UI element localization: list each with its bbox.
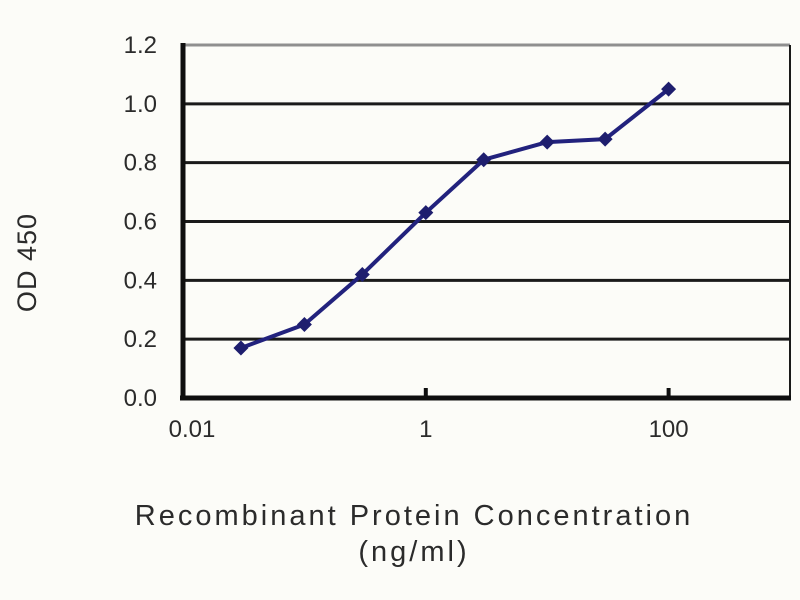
y-tick-label-0.0: 0.0 <box>124 385 157 412</box>
y-tick-label-0.8: 0.8 <box>124 150 157 177</box>
data-point-marker-100 <box>661 81 677 97</box>
x-tick-label-100: 100 <box>649 416 689 443</box>
y-tick-label-0.2: 0.2 <box>124 326 157 353</box>
y-tick-label-1.0: 1.0 <box>124 91 157 118</box>
y-tick-label-0.4: 0.4 <box>124 267 157 294</box>
x-axis-title: Recombinant Protein Concentration (ng/ml… <box>24 498 800 570</box>
y-axis-title-text: OD 450 <box>12 213 42 313</box>
data-point-marker-0.3 <box>354 266 370 282</box>
x-axis-title-line-1: Recombinant Protein Concentration <box>134 500 694 532</box>
data-point-marker-10 <box>539 134 555 150</box>
y-axis-title: OD 450 <box>12 188 43 338</box>
x-tick-label-1: 1 <box>419 416 432 443</box>
data-point-marker-1 <box>418 205 434 221</box>
x-tick-label-0.01: 0.01 <box>169 416 216 443</box>
data-point-marker-0.03 <box>233 340 249 356</box>
x-axis-title-line-2: (ng/ml) <box>358 536 470 568</box>
series-line-od-450-standard-curve <box>238 87 671 350</box>
data-point-marker-30 <box>597 131 613 147</box>
data-point-marker-3 <box>476 152 492 168</box>
y-tick-label-0.6: 0.6 <box>124 209 157 236</box>
y-tick-label-1.2: 1.2 <box>124 32 157 59</box>
data-point-marker-0.1 <box>296 316 312 332</box>
